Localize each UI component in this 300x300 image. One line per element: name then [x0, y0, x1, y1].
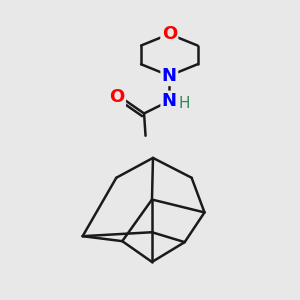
- Text: N: N: [162, 92, 177, 110]
- Text: H: H: [178, 96, 190, 111]
- Text: N: N: [162, 67, 177, 85]
- Text: O: O: [110, 88, 124, 106]
- Text: O: O: [162, 25, 177, 43]
